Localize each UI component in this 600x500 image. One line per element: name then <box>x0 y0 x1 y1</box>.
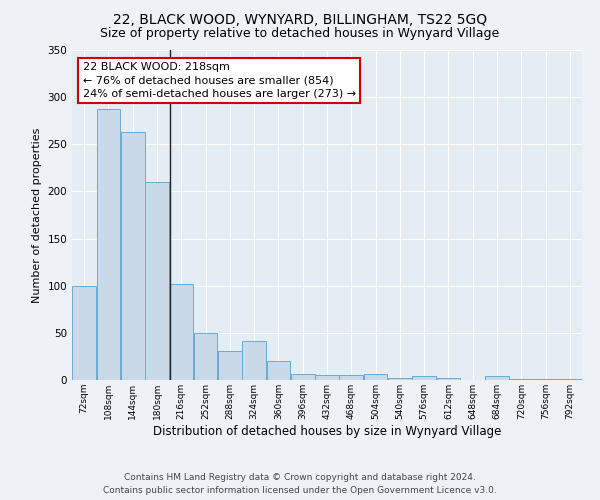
Bar <box>145 182 169 380</box>
Bar <box>242 342 266 380</box>
Bar <box>266 361 290 380</box>
Bar <box>97 110 121 380</box>
Text: 22, BLACK WOOD, WYNYARD, BILLINGHAM, TS22 5GQ: 22, BLACK WOOD, WYNYARD, BILLINGHAM, TS2… <box>113 12 487 26</box>
Bar <box>72 286 96 380</box>
Text: Size of property relative to detached houses in Wynyard Village: Size of property relative to detached ho… <box>100 28 500 40</box>
Bar <box>437 378 460 380</box>
Bar <box>340 376 363 380</box>
Bar <box>169 284 193 380</box>
Y-axis label: Number of detached properties: Number of detached properties <box>32 128 42 302</box>
Bar <box>218 351 242 380</box>
Bar <box>121 132 145 380</box>
Bar <box>291 374 314 380</box>
Text: 22 BLACK WOOD: 218sqm
← 76% of detached houses are smaller (854)
24% of semi-det: 22 BLACK WOOD: 218sqm ← 76% of detached … <box>83 62 356 98</box>
Bar <box>194 333 217 380</box>
Bar <box>315 376 339 380</box>
Text: Contains HM Land Registry data © Crown copyright and database right 2024.
Contai: Contains HM Land Registry data © Crown c… <box>103 474 497 495</box>
Bar <box>509 379 533 380</box>
Bar <box>412 376 436 380</box>
Bar <box>364 374 388 380</box>
Bar <box>558 379 582 380</box>
Bar <box>533 379 557 380</box>
Bar <box>388 378 412 380</box>
Bar <box>485 376 509 380</box>
X-axis label: Distribution of detached houses by size in Wynyard Village: Distribution of detached houses by size … <box>153 424 501 438</box>
